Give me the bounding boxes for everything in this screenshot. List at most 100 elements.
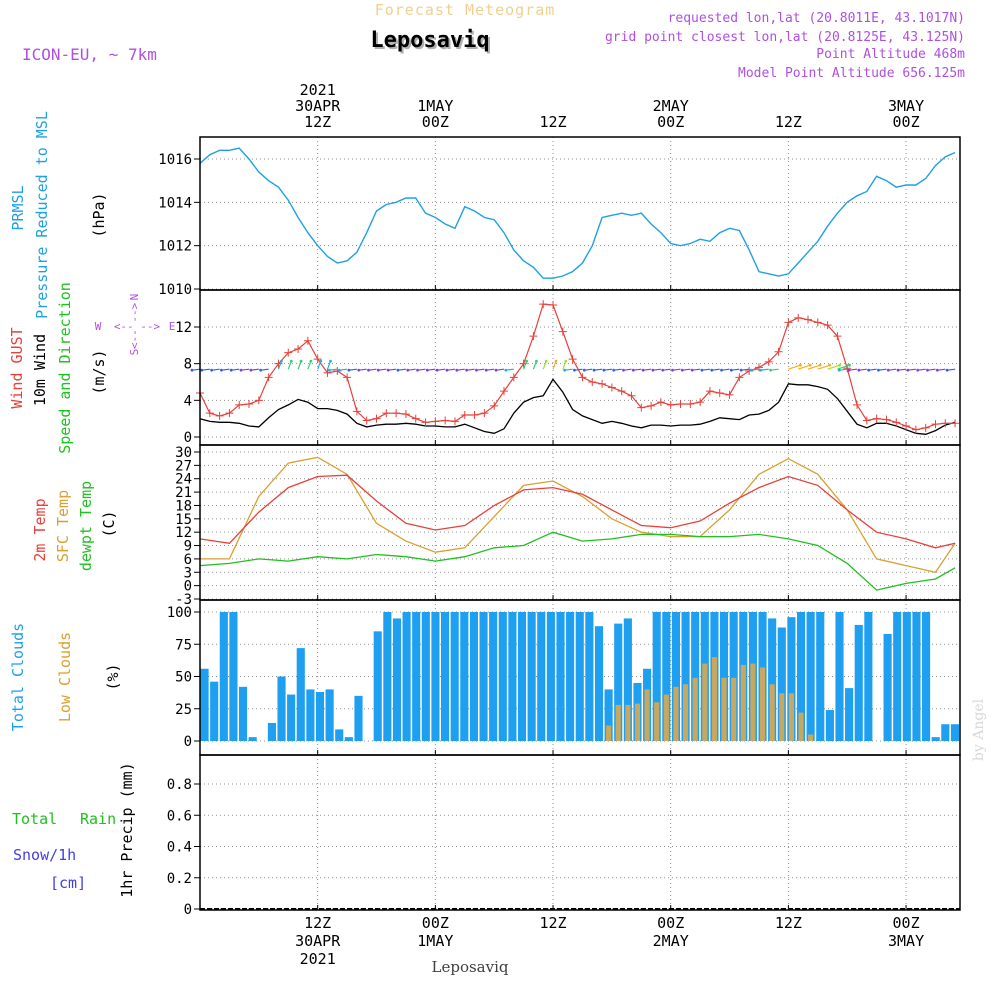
model-name: ICON-EU, ~ 7km (22, 45, 157, 64)
wind-dir-label: Speed and Direction (56, 282, 74, 454)
gust-marker (509, 373, 518, 382)
wind-arrow (788, 364, 801, 370)
low-cloud-bar (615, 704, 621, 741)
pressure-panel-labels: PRMSL Pressure Reduced to MSL (hPa) (9, 111, 108, 319)
total-cloud-bar (219, 612, 228, 741)
pressure-frame (199, 136, 961, 291)
wind-arrow-head (396, 368, 400, 372)
cloud-unit: (%) (104, 663, 122, 690)
total-cloud-bar (594, 626, 604, 741)
low-cloud-bar (702, 663, 708, 741)
gust-marker (941, 419, 950, 428)
wind-arrow (523, 360, 528, 370)
gust-marker (607, 383, 616, 392)
wind-unit: (m/s) (90, 349, 108, 394)
precipitation-ytick-label: 0.2 (167, 871, 192, 887)
snow-unit: [cm] (50, 874, 86, 892)
wind-arrow-head (592, 368, 596, 372)
wind-arrow-head (602, 368, 606, 372)
wind-arrow (552, 360, 557, 370)
total-cloud-bar (931, 737, 940, 741)
total-cloud-bar (671, 612, 681, 741)
total-cloud-bar (768, 618, 777, 741)
gust-marker (235, 400, 244, 409)
temperature-ytick-label: 27 (175, 458, 192, 474)
gust-marker (343, 373, 352, 382)
gust-marker (549, 301, 558, 309)
total-cloud-bar (787, 617, 796, 741)
total-cloud-bar (479, 612, 488, 741)
top-time-label: 2021 (300, 81, 336, 99)
precipitation-ytick-label: 0.4 (167, 840, 192, 856)
gust-marker (931, 420, 940, 429)
total-cloud-bar (623, 618, 632, 741)
low-cloud-bar (721, 677, 727, 741)
total-cloud-bar (306, 689, 315, 741)
top-time-label: 00Z (422, 113, 449, 131)
wind-arrow-head (641, 368, 645, 372)
total-cloud-bar (662, 612, 671, 741)
wind-arrow-head (319, 359, 323, 363)
gust-marker (892, 418, 901, 427)
gust-marker (480, 409, 489, 418)
wind-arrow-head (906, 368, 910, 372)
total-label: Total (12, 810, 57, 828)
gust-marker (284, 348, 293, 357)
compass-ns-bar: <-- --> (128, 302, 141, 349)
gust-marker (676, 400, 685, 408)
precip-unit: 1hr Precip (mm) (118, 762, 136, 897)
snow-label: Snow/1h (13, 846, 76, 864)
total-cloud-bar (267, 722, 276, 741)
wind-arrow-head (769, 368, 772, 372)
total-cloud-bar (441, 612, 450, 741)
top-time-label: 00Z (657, 113, 684, 131)
wind-arrow-head (582, 368, 586, 372)
gust-marker (872, 414, 881, 423)
bottom-time-label: 1MAY (417, 932, 453, 950)
total-cloud-bar (373, 631, 382, 741)
wind-arrow-head (808, 363, 812, 367)
top-time-label: 2MAY (653, 97, 689, 115)
low-cloud-bar (692, 677, 698, 741)
wind-ytick-label: 4 (184, 393, 192, 409)
pressure-panel: 1010 1012 1014 1016 (158, 137, 960, 298)
compass-rose: N <-- --> S W <-- --> E (95, 294, 176, 356)
low-cloud-bar (740, 664, 746, 741)
gust-marker (598, 379, 607, 388)
total-cloud-bar (287, 694, 296, 741)
total-cloud-bar (691, 612, 700, 741)
precipitation-ytick-label: 0.8 (167, 777, 192, 793)
wind-ytick-label: 0 (184, 430, 192, 446)
total-cloud-bar (585, 612, 594, 741)
compass-w: W (95, 320, 102, 333)
gust-marker (460, 411, 469, 419)
bottom-time-label: 2021 (300, 950, 336, 968)
gust-marker (882, 415, 891, 424)
temperature-ytick-label: 0 (184, 579, 192, 595)
total-cloud-bar (806, 612, 815, 741)
gust-marker (686, 400, 695, 408)
point-altitude: Point Altitude 468m (816, 47, 965, 62)
low-cloud-bar (769, 684, 775, 741)
gust-marker (627, 391, 636, 400)
requested-coords: requested lon,lat (20.8011E, 43.1017N) (668, 11, 965, 26)
wind-arrow-head (798, 363, 802, 367)
gust-marker (323, 368, 332, 377)
gust-marker (696, 398, 705, 407)
wind-panel: 0 4 8 12 (175, 290, 960, 446)
wind-arrow-head (837, 368, 841, 372)
bottom-time-label: 12Z (775, 914, 802, 932)
precipitation-ytick-label: 0.6 (167, 808, 192, 824)
wind-arrow-head (259, 368, 263, 372)
total-cloud-bar (950, 724, 959, 741)
gust-marker (470, 411, 479, 419)
precipitation-panel: 0 0.2 0.4 0.6 0.8 (167, 755, 960, 918)
total-cloud-bar (229, 612, 238, 741)
wind-arrow-head (935, 368, 939, 372)
wind-arrow-head (367, 368, 370, 372)
bottom-time-label: 00Z (893, 914, 920, 932)
wind-arrow (307, 360, 312, 370)
wind-frame (199, 289, 961, 446)
